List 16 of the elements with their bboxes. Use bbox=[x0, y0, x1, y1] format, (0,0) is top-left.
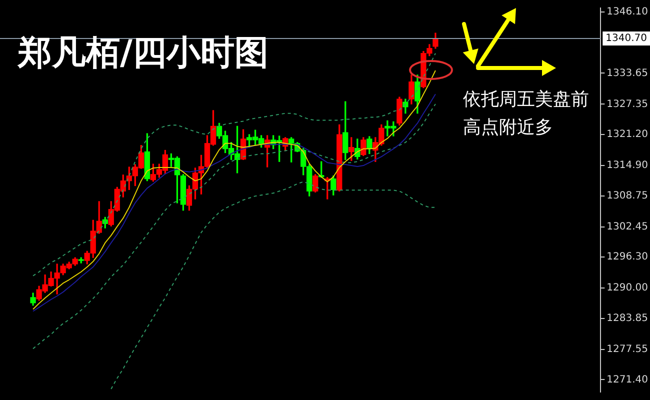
y-tick-label: 1290.00 bbox=[606, 282, 648, 294]
line-series bbox=[32, 104, 436, 350]
text: 郑凡栢/四小时图 bbox=[18, 32, 268, 75]
y-tick-label: 1271.40 bbox=[606, 374, 648, 386]
y-tick-label: 1346.10 bbox=[606, 6, 648, 18]
y-tick-label: 1321.20 bbox=[606, 129, 648, 140]
ref-line-label: 1340.70 bbox=[606, 33, 648, 44]
y-tick-label: 1314.90 bbox=[606, 160, 648, 172]
text: 依托周五美盘前高点附近多 bbox=[463, 88, 590, 140]
y-tick-label: 1296.30 bbox=[606, 252, 648, 263]
y-tick-label: 1283.85 bbox=[606, 312, 648, 324]
y-tick-label: 1327.35 bbox=[606, 98, 648, 110]
y-tick-label: 1277.55 bbox=[606, 344, 648, 356]
y-tick-label: 1302.45 bbox=[606, 221, 648, 232]
y-tick-label: 1308.75 bbox=[606, 190, 648, 202]
y-tick-label: 1333.65 bbox=[606, 68, 648, 79]
